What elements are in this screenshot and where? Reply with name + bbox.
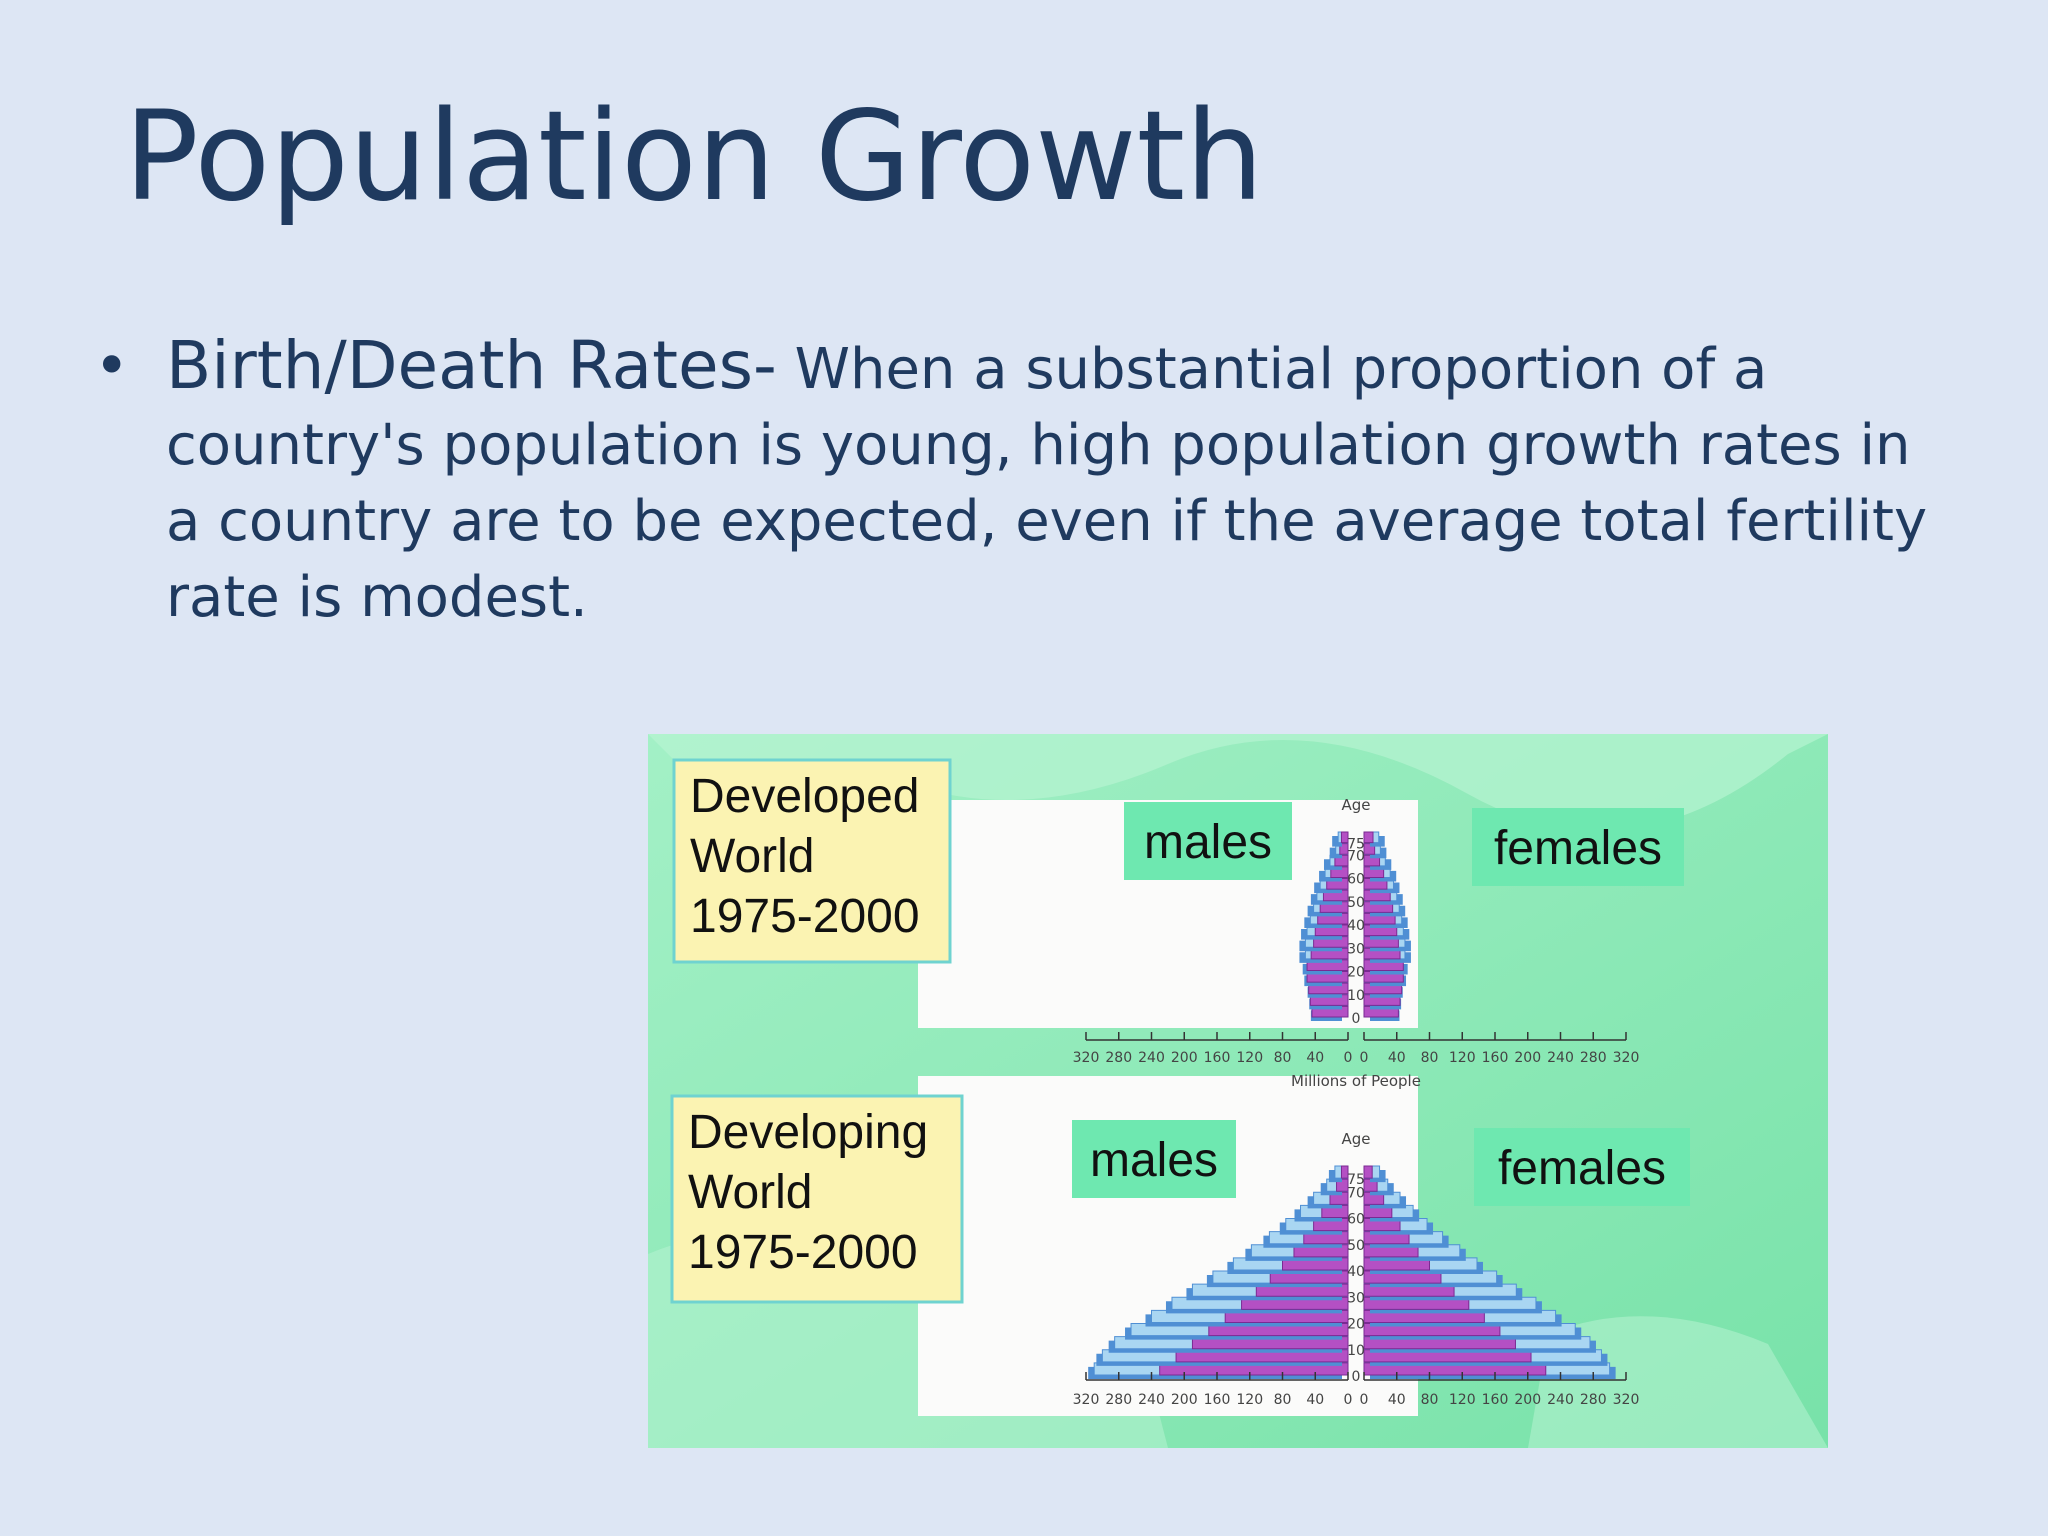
age-tick-label: 10 bbox=[1347, 1343, 1365, 1359]
x-tick-label-right: 280 bbox=[1580, 1050, 1607, 1066]
x-tick-label-right: 320 bbox=[1613, 1050, 1640, 1066]
females-tag-box bbox=[1474, 1128, 1690, 1206]
females-label: females bbox=[1498, 1142, 1666, 1195]
bullet-icon: • bbox=[94, 331, 130, 401]
chart-label-line: 1975-2000 bbox=[688, 1226, 918, 1279]
x-tick-label-right: 320 bbox=[1613, 1392, 1640, 1408]
x-tick-label-left: 120 bbox=[1236, 1392, 1263, 1408]
x-tick-label-left: 240 bbox=[1138, 1050, 1165, 1066]
age-tick-label: 30 bbox=[1347, 941, 1365, 957]
bar-female-1975 bbox=[1363, 1165, 1373, 1179]
x-tick-label-right: 0 bbox=[1360, 1050, 1369, 1066]
bar-male-1975 bbox=[1340, 831, 1349, 844]
x-tick-label-left: 0 bbox=[1344, 1050, 1353, 1066]
females-tag-box bbox=[1472, 808, 1684, 886]
bar-female-1975 bbox=[1363, 831, 1374, 844]
age-tick-label: 70 bbox=[1347, 1185, 1365, 1201]
x-tick-label-left: 80 bbox=[1274, 1392, 1292, 1408]
age-tick-label: 75 bbox=[1347, 837, 1365, 853]
x-tick-label-left: 320 bbox=[1073, 1392, 1100, 1408]
chart-label-box bbox=[672, 758, 952, 964]
males-label: males bbox=[1144, 816, 1272, 869]
females-label: females bbox=[1494, 822, 1662, 875]
x-tick-label-left: 0 bbox=[1344, 1392, 1353, 1408]
age-tick-label: 40 bbox=[1347, 1264, 1365, 1280]
chart-label-line: World bbox=[690, 830, 814, 883]
age-tick-label: 0 bbox=[1352, 1369, 1361, 1385]
bullet-term: Birth/Death Rates- bbox=[166, 327, 777, 404]
x-tick-label-right: 120 bbox=[1449, 1050, 1476, 1066]
x-tick-label-right: 240 bbox=[1547, 1392, 1574, 1408]
age-tick-label: 40 bbox=[1347, 918, 1365, 934]
chart-label-line: Developing bbox=[688, 1106, 928, 1159]
age-tick-label: 0 bbox=[1352, 1011, 1361, 1027]
age-tick-label: 20 bbox=[1347, 1317, 1365, 1333]
x-tick-label-right: 200 bbox=[1514, 1392, 1541, 1408]
x-tick-label-right: 80 bbox=[1421, 1392, 1439, 1408]
bar-male-1975 bbox=[1339, 843, 1349, 855]
age-tick-label: 50 bbox=[1347, 895, 1365, 911]
chart-label-box bbox=[670, 1094, 964, 1304]
x-tick-label-right: 40 bbox=[1388, 1392, 1406, 1408]
x-tick-label-right: 240 bbox=[1547, 1050, 1574, 1066]
slide-title: Population Growth bbox=[124, 85, 1264, 229]
age-tick-label: 75 bbox=[1347, 1172, 1365, 1188]
x-tick-label-left: 80 bbox=[1274, 1050, 1292, 1066]
x-tick-label-right: 280 bbox=[1580, 1392, 1607, 1408]
x-tick-label-left: 200 bbox=[1171, 1050, 1198, 1066]
x-tick-label-left: 40 bbox=[1306, 1392, 1324, 1408]
x-tick-label-left: 320 bbox=[1073, 1050, 1100, 1066]
map-shape bbox=[648, 734, 1828, 831]
x-tick-label-right: 40 bbox=[1388, 1050, 1406, 1066]
x-tick-label-right: 80 bbox=[1421, 1050, 1439, 1066]
x-tick-label-left: 280 bbox=[1105, 1050, 1132, 1066]
bar-male-1975 bbox=[1336, 1178, 1349, 1192]
age-tick-label: 70 bbox=[1347, 848, 1365, 864]
males-label: males bbox=[1090, 1134, 1218, 1187]
map-shape bbox=[1528, 1316, 1828, 1448]
x-tick-label-right: 200 bbox=[1514, 1050, 1541, 1066]
bar-female-1975 bbox=[1363, 843, 1376, 855]
age-tick-label: 10 bbox=[1347, 988, 1365, 1004]
x-tick-label-left: 40 bbox=[1306, 1050, 1324, 1066]
chart-label-line: 1975-2000 bbox=[690, 890, 920, 943]
age-tick-label: 50 bbox=[1347, 1238, 1365, 1254]
x-tick-label-right: 160 bbox=[1482, 1392, 1509, 1408]
bar-male-2000-shadow bbox=[1332, 836, 1342, 847]
age-tick-label: 60 bbox=[1347, 872, 1365, 888]
males-tag-box bbox=[1124, 802, 1292, 880]
bar-male-1975 bbox=[1340, 1165, 1349, 1179]
x-tick-label-right: 0 bbox=[1360, 1392, 1369, 1408]
population-pyramids-svg: Developed World 1975-2000 males females Age 75… bbox=[648, 734, 1828, 1448]
x-tick-label-left: 160 bbox=[1204, 1392, 1231, 1408]
bullet-body: When a substantial proportion of a count… bbox=[166, 337, 1928, 630]
age-tick-label: 30 bbox=[1347, 1290, 1365, 1306]
chart-label-line: Developed bbox=[690, 770, 920, 823]
bullet-text: Birth/Death Rates- When a substantial pr… bbox=[166, 328, 1934, 636]
bullet-item: • Birth/Death Rates- When a substantial … bbox=[94, 328, 1934, 636]
x-tick-label-left: 280 bbox=[1105, 1392, 1132, 1408]
age-axis-title: Age bbox=[1341, 796, 1370, 814]
x-tick-label-left: 200 bbox=[1171, 1392, 1198, 1408]
x-axis-title: Millions of People bbox=[1291, 1072, 1421, 1090]
males-tag-box bbox=[1072, 1120, 1236, 1198]
x-tick-label-right: 120 bbox=[1449, 1392, 1476, 1408]
x-tick-label-left: 120 bbox=[1236, 1050, 1263, 1066]
x-tick-label-right: 160 bbox=[1482, 1050, 1509, 1066]
population-pyramids-figure: Developed World 1975-2000 males females Age 75… bbox=[648, 734, 1828, 1448]
chart-label-line: World bbox=[688, 1166, 812, 1219]
age-tick-label: 20 bbox=[1347, 965, 1365, 981]
age-axis-title: Age bbox=[1341, 1130, 1370, 1148]
x-tick-label-left: 240 bbox=[1138, 1392, 1165, 1408]
x-tick-label-left: 160 bbox=[1204, 1050, 1231, 1066]
age-tick-label: 60 bbox=[1347, 1212, 1365, 1228]
